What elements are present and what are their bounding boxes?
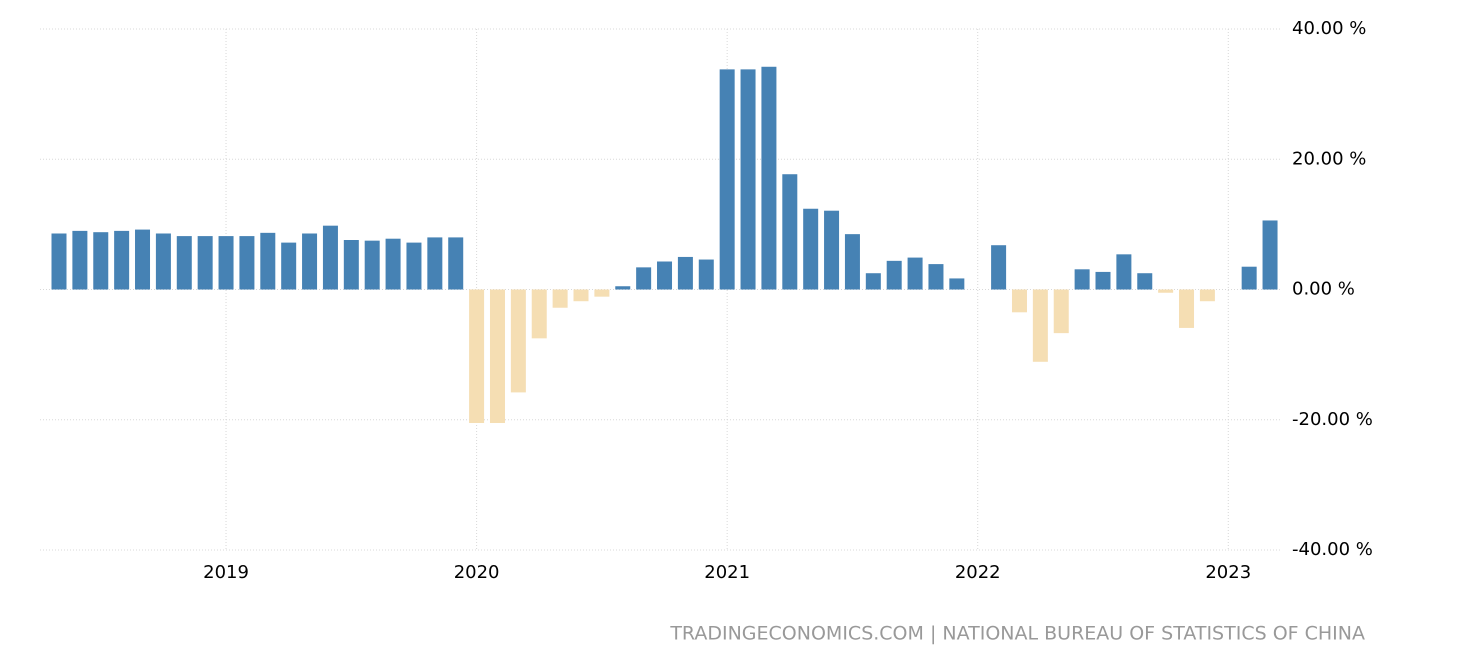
bar [385,238,401,290]
bar [135,229,151,290]
x-tick-label: 2022 [955,562,1001,583]
x-tick-label: 2019 [203,562,249,583]
bar [1116,254,1132,290]
bar [573,289,589,302]
bar [782,174,798,290]
bar [657,261,673,290]
bar [427,237,443,290]
bar [615,286,631,290]
y-tick-label: 20.00 % [1292,148,1366,169]
y-tick-label: -40.00 % [1292,539,1373,560]
x-tick-label: 2021 [704,562,750,583]
bar [448,237,464,290]
bar [1199,289,1215,302]
bar [844,234,860,290]
bar [364,240,380,290]
bar [865,273,881,290]
x-tick-label: 2020 [454,562,500,583]
bar [72,230,88,290]
bar [531,289,547,339]
y-tick-label: 0.00 % [1292,279,1355,300]
bar [719,69,735,290]
bar [51,233,67,290]
y-tick-label: 40.00 % [1292,18,1366,39]
bar [886,260,902,290]
bar [322,225,338,290]
bar [406,242,422,290]
bar [594,289,610,297]
bar [281,242,297,290]
bar [197,236,213,290]
bar [552,289,568,308]
bar [1262,220,1278,290]
bar [218,236,234,290]
bar [949,278,965,290]
bar [1053,289,1069,334]
bar [928,264,944,290]
bar [114,230,130,290]
bar [803,208,819,290]
bar [489,289,505,424]
bar [343,240,359,290]
bar [824,210,840,290]
bar [302,233,318,290]
bar [1074,269,1090,290]
bar [761,66,777,290]
bar [1241,266,1257,290]
bar [176,236,192,290]
x-tick-label: 2023 [1205,562,1251,583]
bar [93,232,109,290]
y-tick-label: -20.00 % [1292,409,1373,430]
bar [698,259,714,290]
bar [239,236,255,290]
bar [155,233,171,290]
bar [740,69,756,290]
bar [1095,271,1111,290]
bar [1158,289,1174,293]
bar [991,245,1007,290]
bar [510,289,526,393]
bar [1032,289,1048,362]
bar [1137,273,1153,290]
bar [1179,289,1195,328]
bar [1011,289,1027,313]
bar [469,289,485,424]
bar [260,232,276,290]
bar [907,257,923,290]
source: TRADINGECONOMICS.COM | NATIONAL BUREAU O… [669,623,1365,645]
bar [636,267,652,290]
bar [677,256,693,290]
